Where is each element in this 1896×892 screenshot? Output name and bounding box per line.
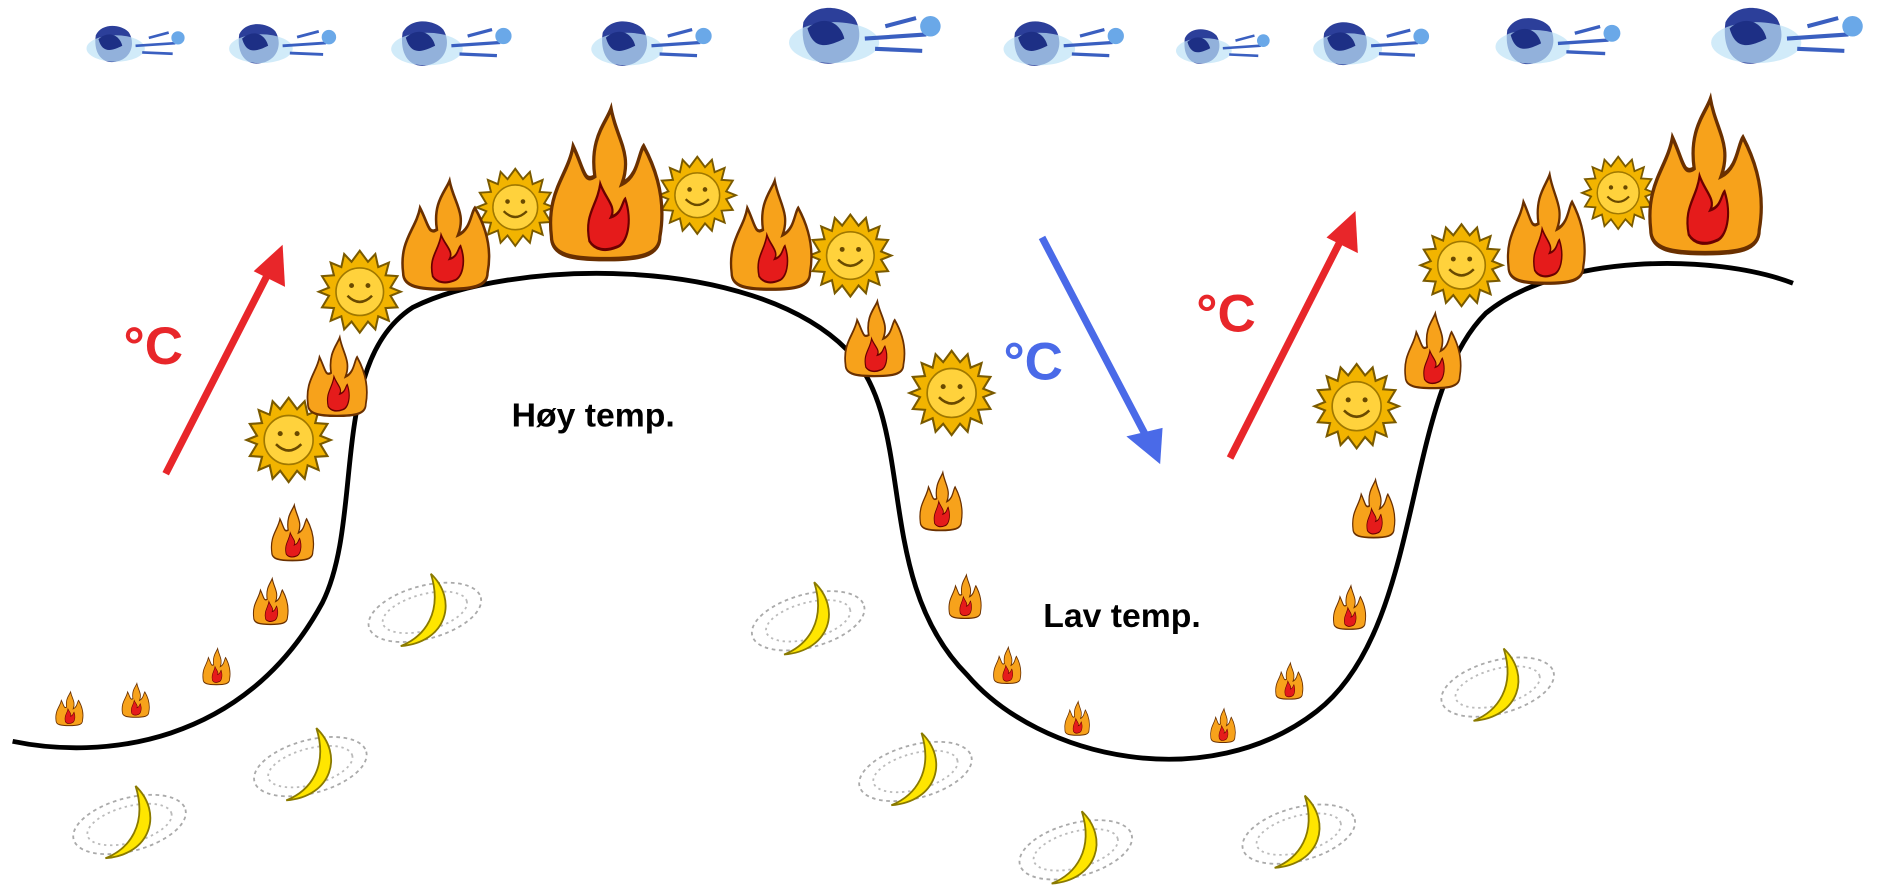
fall-arrow	[1038, 235, 1152, 442]
flame	[1064, 701, 1090, 736]
moon	[1434, 645, 1562, 729]
wind-icon	[1001, 19, 1126, 68]
rise-arrowhead	[1326, 210, 1358, 254]
sun	[477, 169, 554, 246]
wind-icon	[1711, 8, 1863, 64]
rise-arrow	[162, 267, 274, 476]
wind-icon	[1174, 27, 1271, 66]
moon	[246, 725, 374, 809]
flame	[729, 179, 814, 291]
flame	[306, 336, 369, 418]
sun	[909, 351, 993, 435]
wind-icon	[389, 19, 514, 68]
flame	[551, 108, 662, 259]
flame	[1506, 173, 1587, 285]
degree-label: °C	[1003, 333, 1062, 392]
moon	[361, 570, 489, 654]
flame	[993, 646, 1022, 685]
sun	[1314, 364, 1398, 448]
flame	[1650, 99, 1761, 253]
wind-icon	[85, 24, 186, 64]
wind-icon	[589, 19, 714, 68]
flame	[1403, 312, 1462, 390]
rise-arrowhead	[253, 244, 286, 287]
wind-row	[85, 8, 1863, 68]
low-temp-label: Lav temp.	[1043, 597, 1201, 635]
flame	[121, 682, 150, 718]
flame	[55, 691, 84, 727]
rise-arrow	[1226, 233, 1347, 460]
flame	[252, 577, 289, 626]
degree-label: °C	[124, 317, 184, 376]
flame	[1332, 585, 1367, 630]
moon	[1235, 792, 1363, 876]
wind-icon	[1493, 16, 1623, 66]
flame	[400, 179, 491, 291]
flame	[919, 471, 963, 532]
moon	[744, 579, 872, 663]
flame	[1210, 708, 1236, 744]
flame	[270, 504, 315, 562]
flame	[1275, 662, 1304, 700]
wind-icon	[227, 22, 338, 66]
moon	[1012, 808, 1140, 892]
wind-icon	[789, 8, 941, 64]
sun	[319, 251, 401, 333]
degree-label: °C	[1196, 284, 1256, 343]
flame	[1351, 478, 1396, 539]
sun	[1421, 224, 1503, 306]
flame	[948, 574, 982, 620]
sun	[1582, 157, 1654, 229]
high-temp-label: Høy temp.	[512, 397, 675, 435]
fall-arrowhead	[1126, 427, 1163, 465]
moon	[65, 783, 194, 866]
arrows	[162, 210, 1358, 476]
flame	[202, 647, 231, 686]
sun	[809, 215, 891, 297]
sun	[659, 157, 736, 234]
wind-icon	[1311, 20, 1431, 67]
moon	[851, 729, 980, 813]
flame	[843, 300, 906, 378]
